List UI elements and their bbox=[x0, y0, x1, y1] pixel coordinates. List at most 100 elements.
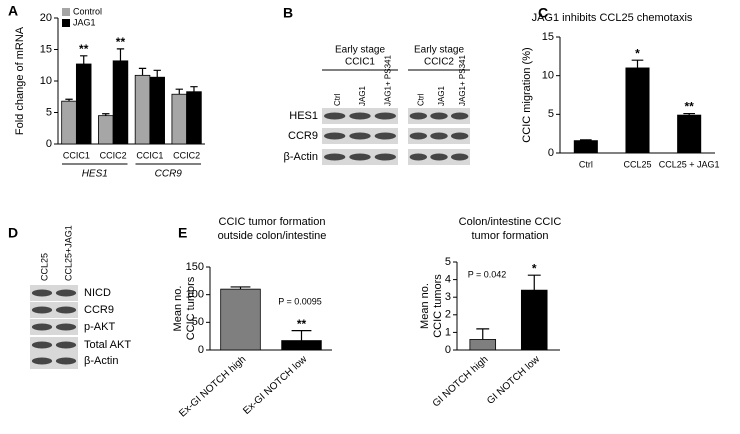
row-label: β-Actin bbox=[84, 355, 118, 367]
blot-band bbox=[374, 112, 396, 120]
blot-band bbox=[349, 132, 371, 140]
x-tick-label: CCIC1 bbox=[63, 150, 90, 160]
blot-strip bbox=[30, 319, 78, 335]
bar bbox=[677, 114, 702, 154]
y-axis-label: CCIC tumors bbox=[432, 274, 444, 338]
blot-strip bbox=[30, 285, 78, 301]
chart-title: CCIC tumor formation bbox=[219, 216, 326, 228]
bar bbox=[75, 63, 92, 145]
bar bbox=[625, 67, 650, 154]
x-tick-label: CCL25 bbox=[623, 159, 651, 169]
group-heading: CCIC1 bbox=[345, 57, 375, 68]
y-axis-label: Fold change of mRNA bbox=[14, 26, 26, 135]
significance: ** bbox=[79, 42, 89, 56]
legend-swatch bbox=[62, 8, 70, 16]
x-tick-label: Ex-GI NOTCH high bbox=[177, 354, 248, 419]
blot-band bbox=[374, 153, 396, 161]
blot-band bbox=[324, 132, 346, 140]
row-label: β-Actin bbox=[284, 151, 318, 163]
y-tick-label: 100 bbox=[186, 289, 204, 301]
lane-label: JAG1+ PS341 bbox=[383, 55, 392, 106]
blot-band bbox=[55, 341, 77, 349]
panel-label: B bbox=[283, 5, 293, 21]
y-tick-label: 150 bbox=[186, 261, 204, 273]
blot-band bbox=[430, 132, 448, 140]
y-tick-label: 1 bbox=[445, 326, 451, 338]
bar bbox=[281, 340, 322, 351]
y-axis-label: Mean no. bbox=[419, 283, 431, 329]
p-value: P = 0.0095 bbox=[278, 296, 322, 306]
legend-label: Control bbox=[73, 6, 102, 16]
chart-title: tumor formation bbox=[471, 230, 548, 242]
error-bar bbox=[230, 286, 251, 290]
error-bar bbox=[631, 59, 644, 68]
blot-band bbox=[55, 306, 77, 314]
group-label: CCR9 bbox=[155, 169, 183, 180]
y-axis-label: Mean no. bbox=[172, 286, 184, 332]
bar bbox=[61, 100, 77, 145]
error-bar bbox=[683, 112, 695, 116]
blot-strip bbox=[30, 353, 78, 369]
row-label: CCR9 bbox=[288, 130, 318, 142]
chart-title: outside colon/intestine bbox=[218, 230, 327, 242]
chart-title: JAG1 inhibits CCL25 chemotaxis bbox=[532, 12, 693, 24]
x-tick-label: CCIC1 bbox=[136, 150, 163, 160]
blot-band bbox=[55, 289, 77, 297]
blot-band bbox=[430, 112, 448, 120]
error-bar bbox=[476, 328, 490, 340]
blot-band bbox=[31, 357, 53, 365]
error-bar bbox=[527, 274, 541, 291]
row-label: CCR9 bbox=[84, 304, 114, 316]
blot-band bbox=[31, 341, 53, 349]
bar bbox=[573, 140, 598, 154]
x-tick-label: Ctrl bbox=[579, 159, 593, 169]
x-tick-label: CCL25 + JAG1 bbox=[659, 159, 720, 169]
y-tick-label: 50 bbox=[192, 316, 204, 328]
blot-band bbox=[55, 357, 77, 365]
blot-band bbox=[450, 153, 469, 161]
y-axis-label: CCIC tumors bbox=[185, 276, 197, 340]
group-heading: Early stage bbox=[335, 45, 385, 56]
blot-band bbox=[450, 132, 469, 140]
blot-band bbox=[349, 153, 371, 161]
bar bbox=[520, 289, 548, 351]
error-bar bbox=[190, 86, 198, 92]
x-tick-label: Ex-GI NOTCH low bbox=[241, 353, 310, 416]
error-bar bbox=[580, 139, 592, 141]
blot-band bbox=[409, 112, 428, 120]
group-label: HES1 bbox=[82, 169, 108, 180]
significance: ** bbox=[297, 317, 307, 331]
error-bar bbox=[175, 88, 183, 95]
y-tick-label: 3 bbox=[445, 291, 451, 303]
blot-band bbox=[430, 153, 448, 161]
legend-label: JAG1 bbox=[73, 17, 96, 27]
blot-band bbox=[374, 132, 396, 140]
panel-label: A bbox=[8, 3, 18, 19]
group-heading: CCIC2 bbox=[424, 57, 454, 68]
bar bbox=[171, 93, 188, 145]
significance: * bbox=[635, 46, 640, 60]
y-axis-label: CCIC migration (%) bbox=[521, 47, 533, 142]
y-tick-label: 2 bbox=[445, 309, 451, 321]
bar bbox=[134, 74, 151, 145]
error-bar bbox=[138, 67, 147, 76]
blot-band bbox=[409, 132, 428, 140]
error-bar bbox=[291, 330, 312, 341]
x-tick-label: CCIC2 bbox=[173, 150, 200, 160]
bar bbox=[149, 76, 165, 145]
bar bbox=[98, 115, 114, 145]
blot-band bbox=[31, 289, 53, 297]
row-label: NICD bbox=[84, 287, 111, 299]
blot-band bbox=[55, 323, 77, 331]
y-tick-label: 15 bbox=[542, 31, 554, 43]
lane-label: Ctrl bbox=[333, 93, 342, 106]
blot-band bbox=[450, 112, 469, 120]
bar bbox=[220, 288, 261, 351]
y-tick-label: 5 bbox=[46, 106, 52, 118]
blot-strip bbox=[30, 337, 78, 353]
lane-label: Ctrl bbox=[416, 93, 425, 106]
y-tick-label: 15 bbox=[40, 43, 52, 55]
y-tick-label: 0 bbox=[198, 344, 204, 356]
